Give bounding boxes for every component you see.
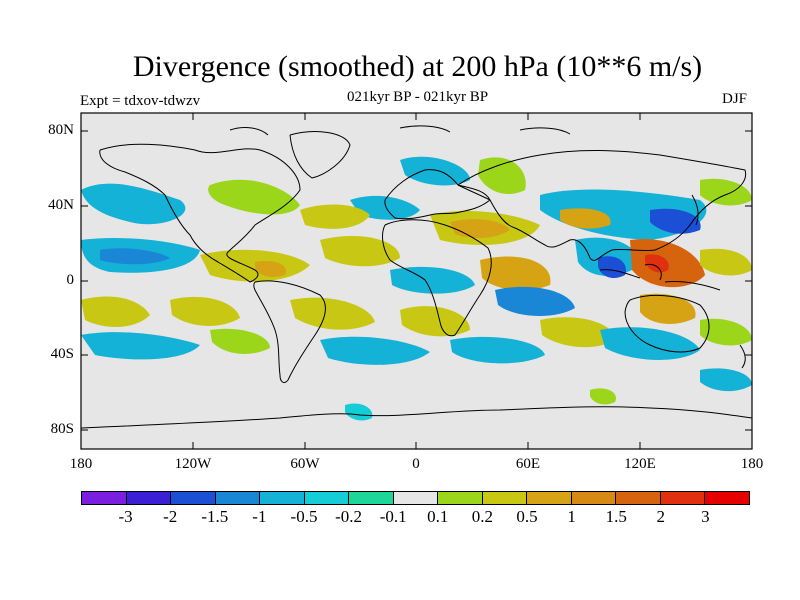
contour-region [590,388,616,405]
colorbar-swatch [482,492,528,504]
contour-region [700,178,752,206]
x-tick-label: 120E [624,456,656,472]
coastline-antarctica [81,406,752,429]
y-tick-label: 80S [50,421,74,437]
colorbar-label: 0.1 [427,507,449,526]
contour-region [540,317,615,348]
y-tick-label: 80N [48,122,74,138]
contour-region [81,183,186,225]
colorbar-label: -0.1 [379,507,407,526]
coastline-japan [691,194,699,226]
x-tick-label: 0 [412,456,420,472]
colorbar-swatch [705,492,749,504]
coastline-indonesia [599,263,721,291]
figure-title: Divergence (smoothed) at 200 hPa (10**6 … [132,50,703,83]
colorbar-label: -2 [163,507,178,526]
y-tick-label: 0 [66,272,75,288]
contour-region [320,236,400,267]
colorbar-label: -0.5 [290,507,318,526]
x-tick-label: 120W [174,456,212,472]
colorbar-swatch [260,492,305,504]
contour-region [390,266,475,294]
colorbar-swatch [171,492,216,504]
coastline-asia [457,149,747,261]
contour-region [400,306,470,337]
contour-region [700,368,752,392]
y-tick-label: 40N [48,197,74,213]
contour-region [700,248,752,276]
colorbar-swatch [527,492,572,504]
coastlines [81,125,752,429]
colorbar-swatch [82,492,127,504]
colorbar-swatch [126,492,172,504]
x-tick-label: 60E [515,456,541,472]
contour-region [700,318,752,346]
coastline-greenland [289,131,351,179]
colorbar-swatch [616,492,661,504]
contour-region [81,296,150,327]
colorbar-label: 0.5 [516,507,538,526]
colorbar-label: 2 [656,507,666,526]
colorbar-label: 1.5 [605,507,627,526]
contour-region [290,297,375,330]
x-tick-label: 180 [69,456,93,472]
contour-region [208,179,300,215]
contour-region [170,296,240,326]
colorbar-swatch [660,492,706,504]
contour-region [81,332,200,360]
contour-region [560,208,611,229]
figure-subtitle: 021kyr BP - 021kyr BP [346,89,489,105]
colorbar-label: -0.2 [335,507,363,526]
coastline-south-america [253,280,326,383]
contour-region [478,157,526,195]
coastline-europe [384,169,491,220]
colorbar-label: 0.2 [471,507,494,526]
colorbar-swatch [304,492,350,504]
contour-region [400,156,470,186]
colorbar-label: -1 [252,507,267,526]
colorbar-swatch [571,492,617,504]
contour-region [598,256,626,279]
contour-region [100,248,170,265]
contour-region [255,260,286,278]
colorbar-swatch [349,492,394,504]
colorbar-label: -3 [118,507,133,526]
divergence-contours [81,156,752,421]
season-label: DJF [722,91,748,107]
x-tick-label: 60W [290,456,320,472]
colorbar-swatch [393,492,439,504]
contour-region [645,254,669,273]
coastline-arctic-islands [229,125,571,136]
colorbar-swatch [215,492,261,504]
coastline-africa [382,219,492,337]
contour-region [300,204,370,229]
colorbar-label: 3 [701,507,710,526]
axis-ticks [80,113,753,449]
experiment-label: Expt = tdxov-tdwzv [80,93,201,109]
y-tick-label: 40S [50,346,74,362]
x-tick-label: 180 [740,456,764,472]
coastline-new-zealand [739,344,746,369]
contour-region [345,403,373,421]
contour-region [210,328,270,354]
contour-region [640,293,696,324]
coastline-north-america [99,143,301,283]
colorbar-swatch [438,492,483,504]
colorbar-label: 1 [567,507,576,526]
contour-region [320,336,430,365]
contour-region [495,286,575,316]
contour-region [480,256,551,291]
colorbar-label: -1.5 [201,507,229,526]
contour-region [450,336,545,364]
coastline-australia [624,295,710,353]
colorbar [81,491,750,505]
